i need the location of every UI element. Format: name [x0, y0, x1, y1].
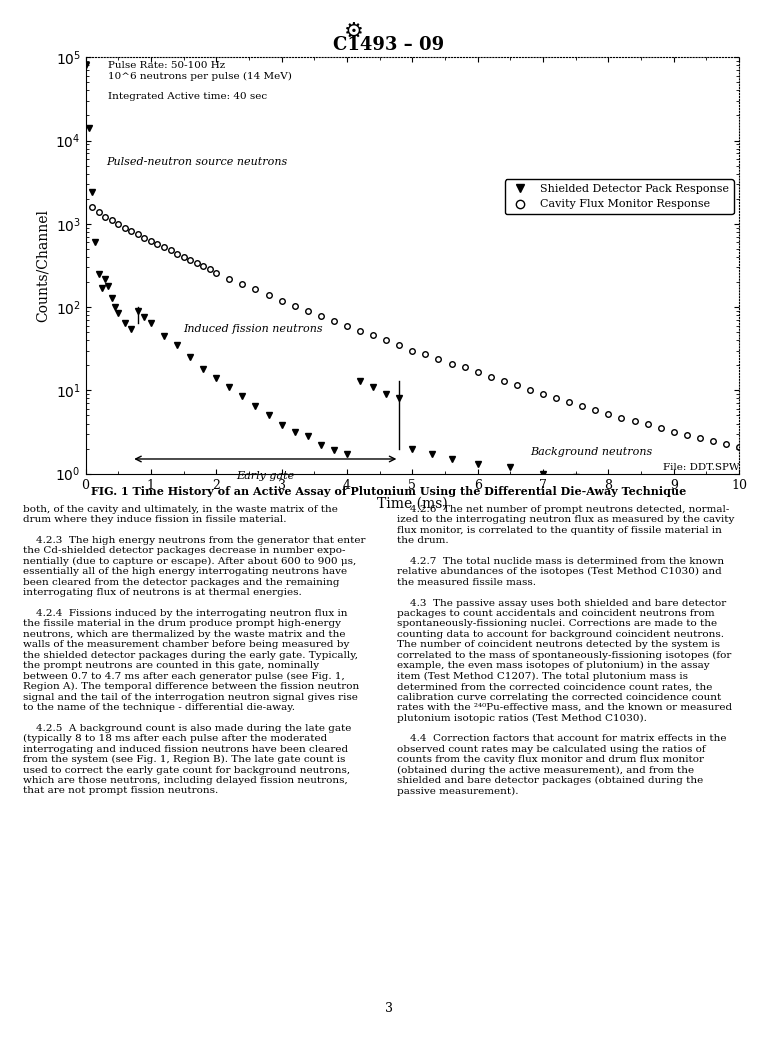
Text: Background neutrons: Background neutrons [530, 448, 652, 457]
Shielded Detector Pack Response [303, 430, 313, 442]
Shielded Detector Pack Response [369, 381, 378, 393]
Shielded Detector Pack Response [447, 453, 456, 465]
Shielded Detector Pack Response [290, 426, 300, 438]
Shielded Detector Pack Response [97, 282, 107, 295]
Shielded Detector Pack Response [427, 449, 436, 461]
Legend: Shielded Detector Pack Response, Cavity Flux Monitor Response: Shielded Detector Pack Response, Cavity … [505, 179, 734, 213]
Line: Cavity Flux Monitor Response: Cavity Flux Monitor Response [89, 204, 742, 450]
Shielded Detector Pack Response [91, 236, 100, 249]
Y-axis label: Counts/Channel: Counts/Channel [36, 209, 50, 322]
Shielded Detector Pack Response [185, 351, 194, 363]
Shielded Detector Pack Response [702, 481, 711, 493]
Shielded Detector Pack Response [277, 420, 286, 432]
Cavity Flux Monitor Response [734, 440, 744, 453]
Shielded Detector Pack Response [127, 323, 136, 335]
Shielded Detector Pack Response [110, 301, 120, 313]
Shielded Detector Pack Response [506, 461, 515, 474]
Shielded Detector Pack Response [734, 483, 744, 496]
Text: Early gate: Early gate [237, 471, 294, 481]
Text: 4.2.6  The net number of prompt neutrons detected, normal-
ized to the interroga: 4.2.6 The net number of prompt neutrons … [397, 505, 734, 796]
Shielded Detector Pack Response [87, 186, 96, 199]
Shielded Detector Pack Response [251, 400, 260, 412]
Cavity Flux Monitor Response [225, 273, 234, 285]
Shielded Detector Pack Response [114, 307, 123, 320]
Shielded Detector Pack Response [133, 305, 142, 318]
Shielded Detector Pack Response [408, 442, 417, 455]
Text: Pulsed-neutron source neutrons: Pulsed-neutron source neutrons [107, 157, 288, 168]
Shielded Detector Pack Response [159, 330, 169, 342]
Shielded Detector Pack Response [198, 363, 208, 376]
Shielded Detector Pack Response [356, 375, 365, 387]
Shielded Detector Pack Response [84, 122, 93, 134]
Shielded Detector Pack Response [212, 372, 221, 384]
Text: C1493 – 09: C1493 – 09 [334, 36, 444, 54]
Cavity Flux Monitor Response [447, 357, 456, 370]
Cavity Flux Monitor Response [87, 201, 96, 213]
Text: File: DDT.SPW: File: DDT.SPW [663, 463, 739, 472]
Shielded Detector Pack Response [381, 388, 391, 401]
Cavity Flux Monitor Response [152, 238, 162, 251]
Shielded Detector Pack Response [107, 291, 117, 304]
Shielded Detector Pack Response [538, 467, 548, 480]
Shielded Detector Pack Response [120, 316, 129, 329]
Shielded Detector Pack Response [100, 273, 110, 285]
Shielded Detector Pack Response [140, 311, 149, 324]
Shielded Detector Pack Response [329, 445, 338, 457]
Shielded Detector Pack Response [146, 316, 156, 329]
Shielded Detector Pack Response [604, 476, 613, 488]
Shielded Detector Pack Response [238, 390, 247, 403]
Shielded Detector Pack Response [264, 409, 273, 422]
Shielded Detector Pack Response [571, 472, 580, 484]
Text: FIG. 1 Time History of an Active Assay of Plutonium Using the Differential Die-A: FIG. 1 Time History of an Active Assay o… [91, 486, 687, 498]
Shielded Detector Pack Response [94, 268, 103, 280]
Text: Pulse Rate: 50-100 Hz
10^6 neutrons per pulse (14 MeV)

Integrated Active time: : Pulse Rate: 50-100 Hz 10^6 neutrons per … [108, 61, 293, 101]
Line: Shielded Detector Pack Response: Shielded Detector Pack Response [82, 61, 742, 492]
Text: 3: 3 [385, 1002, 393, 1015]
Cavity Flux Monitor Response [212, 266, 221, 279]
Cavity Flux Monitor Response [185, 254, 194, 266]
Text: ⚙: ⚙ [344, 21, 364, 42]
Shielded Detector Pack Response [316, 439, 325, 452]
Shielded Detector Pack Response [342, 449, 352, 461]
Shielded Detector Pack Response [669, 480, 678, 492]
Text: Induced fission neutrons: Induced fission neutrons [184, 324, 323, 334]
Shielded Detector Pack Response [636, 478, 646, 490]
Text: both, of the cavity and ultimately, in the waste matrix of the
drum where they i: both, of the cavity and ultimately, in t… [23, 505, 366, 795]
Shielded Detector Pack Response [394, 392, 404, 405]
Shielded Detector Pack Response [225, 381, 234, 393]
Shielded Detector Pack Response [103, 280, 113, 293]
Cavity Flux Monitor Response [198, 260, 208, 273]
X-axis label: Time (ms): Time (ms) [377, 497, 447, 511]
Shielded Detector Pack Response [173, 338, 182, 351]
Shielded Detector Pack Response [81, 59, 90, 72]
Shielded Detector Pack Response [473, 458, 482, 471]
